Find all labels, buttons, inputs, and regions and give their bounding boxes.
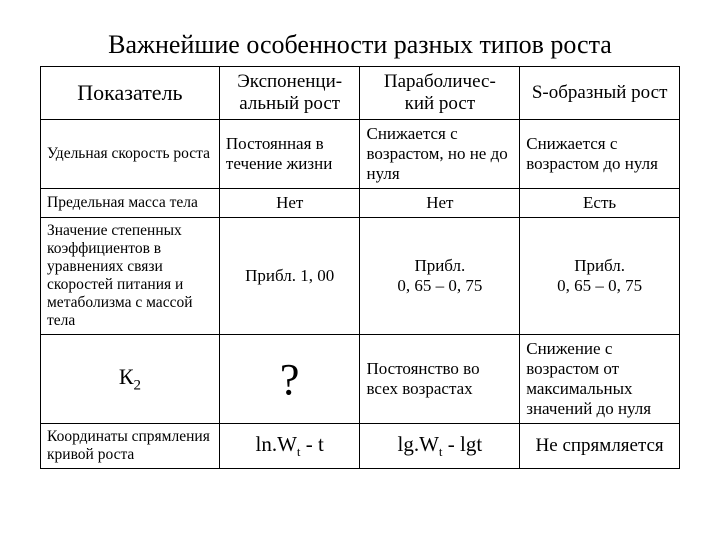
- cell-par: Постоянство во всех возрастах: [360, 335, 520, 424]
- header-indicator: Показатель: [41, 67, 220, 120]
- row-label: Координаты спрямления кривой роста: [41, 424, 220, 469]
- cell-par: lg.Wt - lgt: [360, 424, 520, 469]
- row-label: Удельная скорость роста: [41, 120, 220, 189]
- k2-sub: 2: [134, 377, 142, 393]
- cell-s: Снижается с возрастом до нуля: [520, 120, 680, 189]
- cell-exp: ?: [219, 335, 360, 424]
- row-label-k2: К2: [41, 335, 220, 424]
- cell-exp: Нет: [219, 189, 360, 218]
- fx-a: lg.W: [398, 432, 439, 456]
- cell-par: Прибл.0, 65 – 0, 75: [360, 218, 520, 335]
- table-header-row: Показатель Экспоненци-альный рост Парабо…: [41, 67, 680, 120]
- cell-s: Снижение с возрастом от максимальных зна…: [520, 335, 680, 424]
- table-row: Координаты спрямления кривой роста ln.Wt…: [41, 424, 680, 469]
- header-par: Параболичес-кий рост: [360, 67, 520, 120]
- cell-exp: Прибл. 1, 00: [219, 218, 360, 335]
- table-row: Предельная масса тела Нет Нет Есть: [41, 189, 680, 218]
- fx-a: ln.W: [256, 432, 297, 456]
- cell-s: Есть: [520, 189, 680, 218]
- cell-exp: ln.Wt - t: [219, 424, 360, 469]
- cell-exp: Постоянная в течение жизни: [219, 120, 360, 189]
- table-row: К2 ? Постоянство во всех возрастах Сниже…: [41, 335, 680, 424]
- cell-s: Прибл.0, 65 – 0, 75: [520, 218, 680, 335]
- table-row: Удельная скорость роста Постоянная в теч…: [41, 120, 680, 189]
- cell-par: Нет: [360, 189, 520, 218]
- row-label: Предельная масса тела: [41, 189, 220, 218]
- cell-par: Снижается с возрастом, но не до нуля: [360, 120, 520, 189]
- header-exp: Экспоненци-альный рост: [219, 67, 360, 120]
- growth-types-table: Показатель Экспоненци-альный рост Парабо…: [40, 66, 680, 469]
- cell-s: Не спрямляется: [520, 424, 680, 469]
- k2-text: К: [119, 364, 134, 389]
- page-title: Важнейшие особенности разных типов роста: [40, 30, 680, 60]
- fx-c: - t: [301, 432, 324, 456]
- row-label: Значение степенных коэффициентов в уравн…: [41, 218, 220, 335]
- fx-c: - lgt: [443, 432, 483, 456]
- header-s: S-образный рост: [520, 67, 680, 120]
- table-row: Значение степенных коэффициентов в уравн…: [41, 218, 680, 335]
